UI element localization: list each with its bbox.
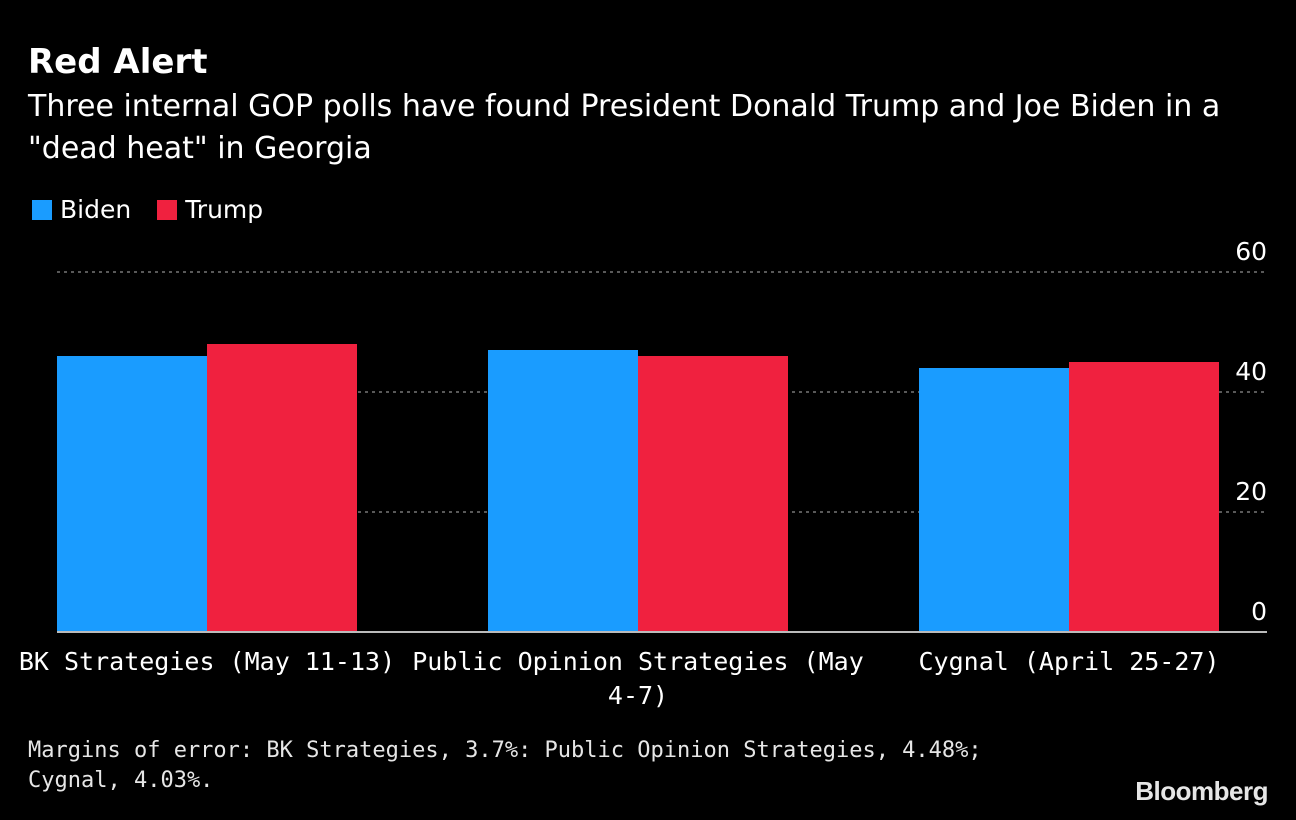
category-label-1-line-1: 4-7) <box>608 681 668 710</box>
bar-trump-0 <box>207 344 357 632</box>
bloomberg-logo: Bloomberg <box>1135 776 1268 806</box>
bar-trump-1 <box>638 356 788 632</box>
category-label-1-line-0: Public Opinion Strategies (May <box>412 647 864 676</box>
bar-biden-2 <box>919 368 1069 632</box>
bars <box>57 344 1219 632</box>
legend-label-biden: Biden <box>60 195 132 224</box>
bar-biden-0 <box>57 356 207 632</box>
legend-swatch-biden <box>32 200 52 220</box>
legend-item-biden: Biden <box>32 192 131 228</box>
legend-label-trump: Trump <box>185 195 264 224</box>
chart-subtitle: Three internal GOP polls have found Pres… <box>28 89 1221 166</box>
bar-trump-2 <box>1069 362 1219 632</box>
footnote: Margins of error: BK Strategies, 3.7%: P… <box>28 738 982 793</box>
chart-title: Red Alert <box>28 42 208 82</box>
y-tick-label-40: 40 <box>1235 357 1267 386</box>
category-label-2-line-0: Cygnal (April 25-27) <box>918 647 1219 676</box>
y-tick-label-0: 0 <box>1251 597 1267 626</box>
category-label-0-line-0: BK Strategies (May 11-13) <box>19 647 395 676</box>
legend-swatch-trump <box>157 200 178 220</box>
legend-item-trump: Trump <box>157 192 263 228</box>
legend: Biden Trump <box>32 192 289 228</box>
bar-biden-1 <box>488 350 638 632</box>
y-tick-label-60: 60 <box>1235 237 1267 266</box>
y-tick-label-20: 20 <box>1235 477 1267 506</box>
y-tick-labels: 0 20 40 60 <box>1235 237 1267 626</box>
category-labels: BK Strategies (May 11-13) Public Opinion … <box>19 647 1220 710</box>
